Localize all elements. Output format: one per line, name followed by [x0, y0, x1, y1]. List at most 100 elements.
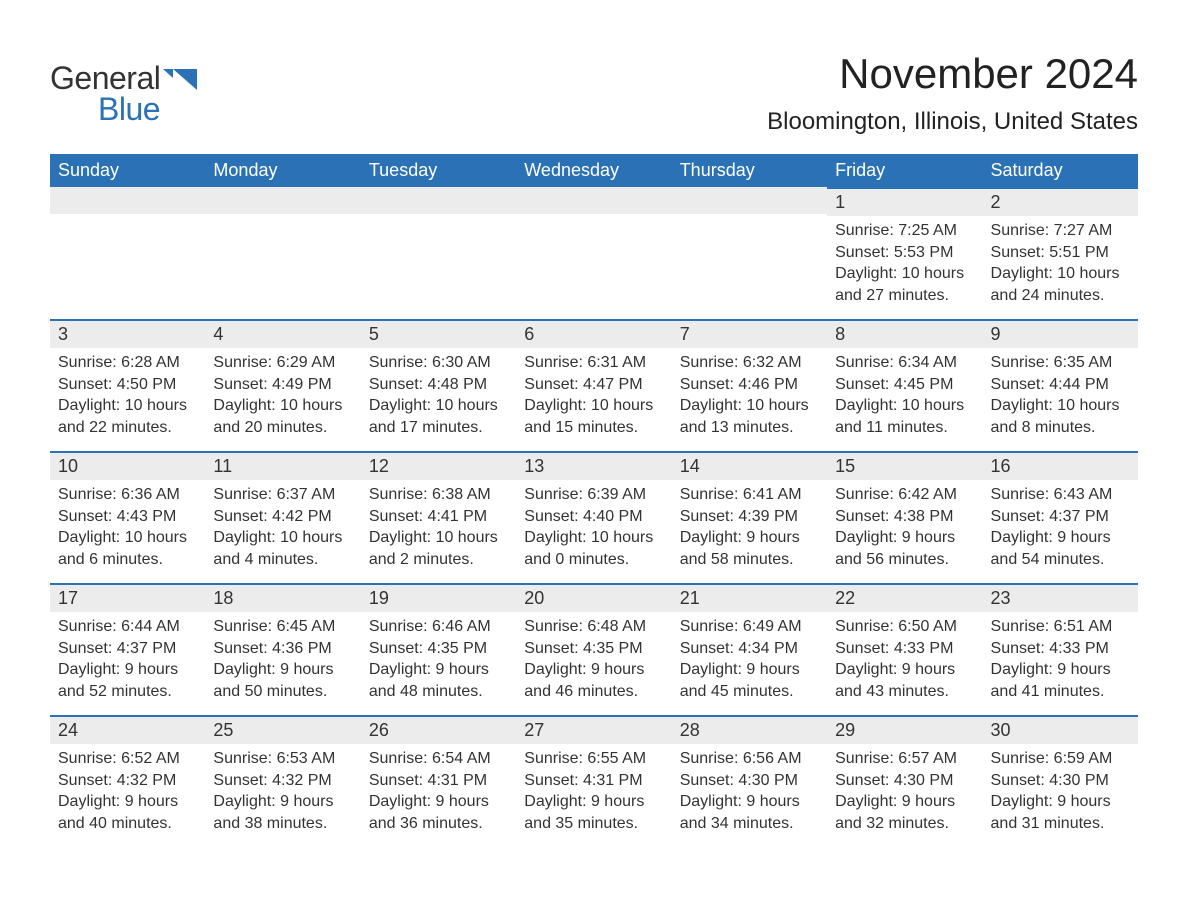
- sunrise-line: Sunrise: 6:49 AM: [680, 616, 819, 638]
- calendar-cell: 9Sunrise: 6:35 AMSunset: 4:44 PMDaylight…: [983, 319, 1138, 451]
- calendar-cell: 29Sunrise: 6:57 AMSunset: 4:30 PMDayligh…: [827, 715, 982, 847]
- daylight-line: Daylight: 10 hours and 13 minutes.: [680, 395, 819, 438]
- day-details: Sunrise: 6:29 AMSunset: 4:49 PMDaylight:…: [205, 348, 360, 442]
- sunrise-line: Sunrise: 6:51 AM: [991, 616, 1130, 638]
- daylight-line: Daylight: 9 hours and 43 minutes.: [835, 659, 974, 702]
- sunset-line: Sunset: 4:32 PM: [58, 770, 197, 792]
- sunrise-line: Sunrise: 6:37 AM: [213, 484, 352, 506]
- day-number: 2: [983, 187, 1138, 216]
- daylight-line: Daylight: 9 hours and 50 minutes.: [213, 659, 352, 702]
- daylight-line: Daylight: 10 hours and 22 minutes.: [58, 395, 197, 438]
- day-details: Sunrise: 6:46 AMSunset: 4:35 PMDaylight:…: [361, 612, 516, 706]
- calendar-cell: 10Sunrise: 6:36 AMSunset: 4:43 PMDayligh…: [50, 451, 205, 583]
- sunset-line: Sunset: 4:41 PM: [369, 506, 508, 528]
- sunrise-line: Sunrise: 6:38 AM: [369, 484, 508, 506]
- calendar-week-row: 17Sunrise: 6:44 AMSunset: 4:37 PMDayligh…: [50, 583, 1138, 715]
- calendar-cell: 25Sunrise: 6:53 AMSunset: 4:32 PMDayligh…: [205, 715, 360, 847]
- day-details: Sunrise: 6:53 AMSunset: 4:32 PMDaylight:…: [205, 744, 360, 838]
- sunrise-line: Sunrise: 6:57 AM: [835, 748, 974, 770]
- day-details: Sunrise: 6:36 AMSunset: 4:43 PMDaylight:…: [50, 480, 205, 574]
- day-number: 8: [827, 319, 982, 348]
- calendar-cell: 7Sunrise: 6:32 AMSunset: 4:46 PMDaylight…: [672, 319, 827, 451]
- daylight-line: Daylight: 10 hours and 6 minutes.: [58, 527, 197, 570]
- day-number: 12: [361, 451, 516, 480]
- day-details: Sunrise: 6:56 AMSunset: 4:30 PMDaylight:…: [672, 744, 827, 838]
- sunrise-line: Sunrise: 7:27 AM: [991, 220, 1130, 242]
- sunset-line: Sunset: 4:33 PM: [991, 638, 1130, 660]
- sunrise-line: Sunrise: 6:29 AM: [213, 352, 352, 374]
- sunset-line: Sunset: 4:30 PM: [680, 770, 819, 792]
- calendar-cell: 8Sunrise: 6:34 AMSunset: 4:45 PMDaylight…: [827, 319, 982, 451]
- day-details: Sunrise: 6:41 AMSunset: 4:39 PMDaylight:…: [672, 480, 827, 574]
- day-details: Sunrise: 6:59 AMSunset: 4:30 PMDaylight:…: [983, 744, 1138, 838]
- page-header: General Blue November 2024 Bloomington, …: [50, 50, 1138, 136]
- empty-daynum-bar: [205, 187, 360, 214]
- sunset-line: Sunset: 4:31 PM: [369, 770, 508, 792]
- flag-icon: [163, 66, 197, 95]
- sunset-line: Sunset: 4:45 PM: [835, 374, 974, 396]
- calendar-cell: 23Sunrise: 6:51 AMSunset: 4:33 PMDayligh…: [983, 583, 1138, 715]
- calendar-cell: [672, 187, 827, 319]
- day-details: Sunrise: 6:50 AMSunset: 4:33 PMDaylight:…: [827, 612, 982, 706]
- daylight-line: Daylight: 9 hours and 56 minutes.: [835, 527, 974, 570]
- calendar-cell: 11Sunrise: 6:37 AMSunset: 4:42 PMDayligh…: [205, 451, 360, 583]
- month-title: November 2024: [50, 50, 1138, 98]
- daylight-line: Daylight: 9 hours and 45 minutes.: [680, 659, 819, 702]
- day-details: Sunrise: 6:38 AMSunset: 4:41 PMDaylight:…: [361, 480, 516, 574]
- calendar-cell: 2Sunrise: 7:27 AMSunset: 5:51 PMDaylight…: [983, 187, 1138, 319]
- sunset-line: Sunset: 4:47 PM: [524, 374, 663, 396]
- day-details: Sunrise: 6:32 AMSunset: 4:46 PMDaylight:…: [672, 348, 827, 442]
- daylight-line: Daylight: 9 hours and 40 minutes.: [58, 791, 197, 834]
- calendar-cell: 18Sunrise: 6:45 AMSunset: 4:36 PMDayligh…: [205, 583, 360, 715]
- daylight-line: Daylight: 10 hours and 8 minutes.: [991, 395, 1130, 438]
- day-number: 4: [205, 319, 360, 348]
- calendar-cell: 20Sunrise: 6:48 AMSunset: 4:35 PMDayligh…: [516, 583, 671, 715]
- day-number: 9: [983, 319, 1138, 348]
- calendar-cell: [361, 187, 516, 319]
- day-details: Sunrise: 6:49 AMSunset: 4:34 PMDaylight:…: [672, 612, 827, 706]
- day-details: Sunrise: 6:37 AMSunset: 4:42 PMDaylight:…: [205, 480, 360, 574]
- weekday-header: Thursday: [672, 154, 827, 187]
- sunrise-line: Sunrise: 6:56 AM: [680, 748, 819, 770]
- day-details: Sunrise: 6:48 AMSunset: 4:35 PMDaylight:…: [516, 612, 671, 706]
- title-block: November 2024 Bloomington, Illinois, Uni…: [50, 50, 1138, 136]
- day-number: 27: [516, 715, 671, 744]
- day-number: 7: [672, 319, 827, 348]
- day-details: Sunrise: 7:25 AMSunset: 5:53 PMDaylight:…: [827, 216, 982, 310]
- day-number: 26: [361, 715, 516, 744]
- day-number: 21: [672, 583, 827, 612]
- empty-daynum-bar: [361, 187, 516, 214]
- daylight-line: Daylight: 10 hours and 2 minutes.: [369, 527, 508, 570]
- sunset-line: Sunset: 4:50 PM: [58, 374, 197, 396]
- daylight-line: Daylight: 10 hours and 24 minutes.: [991, 263, 1130, 306]
- empty-daynum-bar: [50, 187, 205, 214]
- day-number: 25: [205, 715, 360, 744]
- weekday-header: Saturday: [983, 154, 1138, 187]
- sunset-line: Sunset: 4:49 PM: [213, 374, 352, 396]
- daylight-line: Daylight: 10 hours and 4 minutes.: [213, 527, 352, 570]
- day-number: 5: [361, 319, 516, 348]
- day-number: 13: [516, 451, 671, 480]
- calendar-cell: 15Sunrise: 6:42 AMSunset: 4:38 PMDayligh…: [827, 451, 982, 583]
- calendar-cell: 21Sunrise: 6:49 AMSunset: 4:34 PMDayligh…: [672, 583, 827, 715]
- day-details: Sunrise: 6:44 AMSunset: 4:37 PMDaylight:…: [50, 612, 205, 706]
- calendar-cell: 4Sunrise: 6:29 AMSunset: 4:49 PMDaylight…: [205, 319, 360, 451]
- weekday-header: Friday: [827, 154, 982, 187]
- day-details: Sunrise: 7:27 AMSunset: 5:51 PMDaylight:…: [983, 216, 1138, 310]
- logo-word-blue: Blue: [98, 91, 160, 128]
- calendar-cell: 12Sunrise: 6:38 AMSunset: 4:41 PMDayligh…: [361, 451, 516, 583]
- day-details: Sunrise: 6:39 AMSunset: 4:40 PMDaylight:…: [516, 480, 671, 574]
- calendar-cell: [516, 187, 671, 319]
- day-number: 11: [205, 451, 360, 480]
- daylight-line: Daylight: 9 hours and 31 minutes.: [991, 791, 1130, 834]
- calendar-week-row: 24Sunrise: 6:52 AMSunset: 4:32 PMDayligh…: [50, 715, 1138, 847]
- sunrise-line: Sunrise: 6:41 AM: [680, 484, 819, 506]
- sunrise-line: Sunrise: 6:59 AM: [991, 748, 1130, 770]
- weekday-header-row: SundayMondayTuesdayWednesdayThursdayFrid…: [50, 154, 1138, 187]
- sunrise-line: Sunrise: 6:36 AM: [58, 484, 197, 506]
- sunset-line: Sunset: 4:37 PM: [58, 638, 197, 660]
- day-number: 22: [827, 583, 982, 612]
- daylight-line: Daylight: 9 hours and 46 minutes.: [524, 659, 663, 702]
- day-number: 10: [50, 451, 205, 480]
- daylight-line: Daylight: 9 hours and 35 minutes.: [524, 791, 663, 834]
